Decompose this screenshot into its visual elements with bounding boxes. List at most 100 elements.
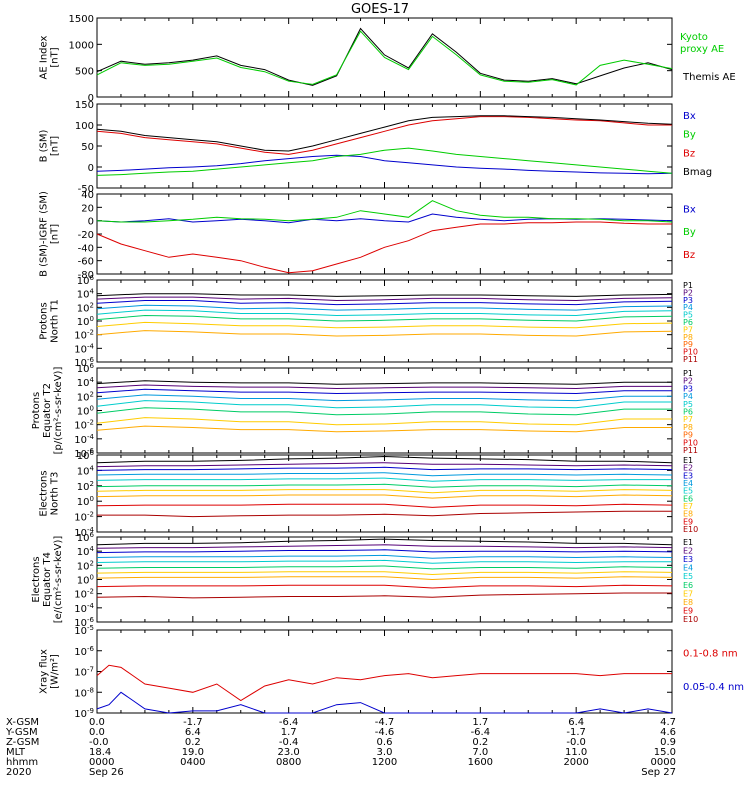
y-tick-label: 104 bbox=[77, 376, 95, 389]
x-axis-value: 0.0 bbox=[89, 717, 105, 728]
y-tick-label: 10-2 bbox=[74, 419, 94, 432]
legend-entry-bsm: Bmag bbox=[683, 167, 712, 178]
series-line-ae-kyoto-proxy-ae bbox=[96, 30, 673, 86]
series-line-ee-e1 bbox=[96, 538, 673, 546]
legend-entry-en: E1 bbox=[683, 456, 693, 465]
legend-entry-en: E7 bbox=[683, 502, 693, 511]
series-line-pe-p4 bbox=[96, 394, 672, 402]
x-axis-value: -6.4 bbox=[471, 727, 491, 738]
y-tick-label: 10-2 bbox=[74, 588, 94, 601]
panel-ylabel-ee: Equator T4 bbox=[42, 552, 53, 607]
series-line-pe-p7 bbox=[96, 417, 672, 426]
legend-entry-bigrf: By bbox=[683, 227, 696, 238]
panel-frame-bigrf bbox=[96, 193, 673, 275]
y-tick-label: 10-4 bbox=[74, 433, 94, 446]
legend-entry-pe: P3 bbox=[683, 384, 693, 393]
series-line-xray-0-05-0-4-nm bbox=[96, 691, 673, 714]
legend-entry-pe: P11 bbox=[683, 446, 698, 455]
series-line-bigrf-bz bbox=[96, 221, 672, 274]
legend-entry-ee: E5 bbox=[683, 572, 693, 581]
series-line-en-e5 bbox=[96, 477, 672, 482]
x-axis-value: 1200 bbox=[372, 757, 397, 768]
x-axis-value: 0.2 bbox=[185, 737, 201, 748]
panel-ylabel-ae: [nT] bbox=[50, 47, 61, 67]
y-tick-label: 10-5 bbox=[74, 624, 94, 637]
x-axis-value: 7.0 bbox=[472, 747, 488, 758]
x-axis-value: 1600 bbox=[468, 757, 493, 768]
series-line-en-e10 bbox=[97, 510, 672, 518]
legend-entry-ae: Kyoto bbox=[680, 32, 708, 43]
series-line-ee-e8 bbox=[96, 576, 673, 581]
y-tick-label: 10-7 bbox=[74, 666, 94, 679]
legend-entry-en: E10 bbox=[683, 525, 698, 534]
legend-entry-en: E8 bbox=[683, 510, 693, 519]
y-tick-label: 102 bbox=[77, 390, 94, 403]
legend-entry-pe: P7 bbox=[683, 415, 693, 424]
legend-entry-pn: P10 bbox=[683, 348, 698, 357]
panel-ylabel-pe: [p/(cm²-s-sr-keV)] bbox=[53, 367, 64, 455]
legend-entry-en: E5 bbox=[683, 487, 693, 496]
x-axis-value: Sep 27 bbox=[641, 767, 676, 778]
series-line-pn-p2 bbox=[96, 296, 673, 302]
y-tick-label: 104 bbox=[77, 545, 95, 558]
panel-ylabel-bigrf: B (SM)-IGRF (SM) bbox=[39, 191, 50, 277]
legend-entry-xray: 0.1-0.8 nm bbox=[683, 649, 738, 660]
x-axis-value: 18.4 bbox=[89, 747, 111, 758]
series-line-bigrf-bx bbox=[96, 213, 673, 224]
y-tick-label: 106 bbox=[77, 274, 95, 287]
series-line-pe-p8 bbox=[96, 425, 672, 433]
y-tick-label: 104 bbox=[77, 288, 95, 301]
x-axis-value: 0.0 bbox=[89, 727, 105, 738]
panel-frame-bsm bbox=[96, 103, 673, 189]
legend-entry-bigrf: Bx bbox=[683, 204, 696, 215]
legend-entry-pn: P7 bbox=[683, 325, 693, 334]
series-line-pn-p6 bbox=[96, 314, 673, 322]
y-tick-label: 150 bbox=[75, 100, 94, 111]
legend-entry-en: E9 bbox=[683, 517, 693, 526]
legend-entry-pe: P8 bbox=[683, 423, 693, 432]
series-line-bsm-bmag bbox=[96, 115, 673, 152]
y-tick-label: 106 bbox=[77, 531, 95, 544]
series-line-ee-e6 bbox=[96, 565, 673, 570]
y-tick-label: -20 bbox=[78, 230, 94, 241]
series-line-bsm-bx bbox=[96, 154, 673, 175]
legend-entry-pe: P5 bbox=[683, 400, 693, 409]
y-tick-label: 0 bbox=[88, 217, 94, 228]
x-axis-value: 1.7 bbox=[472, 717, 488, 728]
legend-entry-pe: P10 bbox=[683, 438, 698, 447]
panel-ylabel-en: Electrons bbox=[39, 470, 50, 516]
y-tick-label: 50 bbox=[81, 142, 94, 153]
x-axis-value: -1.7 bbox=[566, 727, 586, 738]
x-axis-value: Sep 26 bbox=[89, 767, 124, 778]
legend-entry-pn: P3 bbox=[683, 296, 693, 305]
legend-entry-bsm: By bbox=[683, 130, 696, 141]
y-tick-label: 10-6 bbox=[74, 645, 94, 658]
panel-ylabel-xray: Xray flux bbox=[39, 649, 50, 694]
x-axis-value: 6.4 bbox=[185, 727, 201, 738]
legend-entry-en: E2 bbox=[683, 464, 693, 473]
y-tick-label: 40 bbox=[81, 190, 94, 201]
y-tick-label: 100 bbox=[77, 405, 94, 418]
x-axis-value: -0.4 bbox=[279, 737, 299, 748]
series-line-en-e8 bbox=[96, 494, 673, 499]
panel-ylabel-bsm: B (SM) bbox=[39, 129, 50, 162]
legend-entry-pn: P4 bbox=[683, 303, 693, 312]
x-axis-value: 19.0 bbox=[182, 747, 204, 758]
panel-ylabel-pe: Equator T2 bbox=[42, 383, 53, 438]
legend-entry-en: E4 bbox=[683, 479, 693, 488]
series-line-pe-p1 bbox=[96, 380, 672, 385]
x-axis-value: 0000 bbox=[89, 757, 114, 768]
legend-entry-pe: P2 bbox=[683, 377, 693, 386]
legend-entry-pn: P11 bbox=[683, 355, 698, 364]
y-tick-label: -40 bbox=[78, 243, 94, 254]
y-tick-label: 500 bbox=[75, 67, 94, 78]
x-axis-value: 15.0 bbox=[654, 747, 676, 758]
series-line-en-e2 bbox=[96, 462, 673, 468]
y-tick-label: 102 bbox=[77, 559, 94, 572]
x-axis-value: 11.0 bbox=[565, 747, 587, 758]
series-line-pe-p5 bbox=[96, 400, 672, 409]
legend-entry-ee: E9 bbox=[683, 606, 693, 615]
y-tick-label: 102 bbox=[77, 301, 94, 314]
series-line-pe-p2 bbox=[96, 384, 672, 390]
